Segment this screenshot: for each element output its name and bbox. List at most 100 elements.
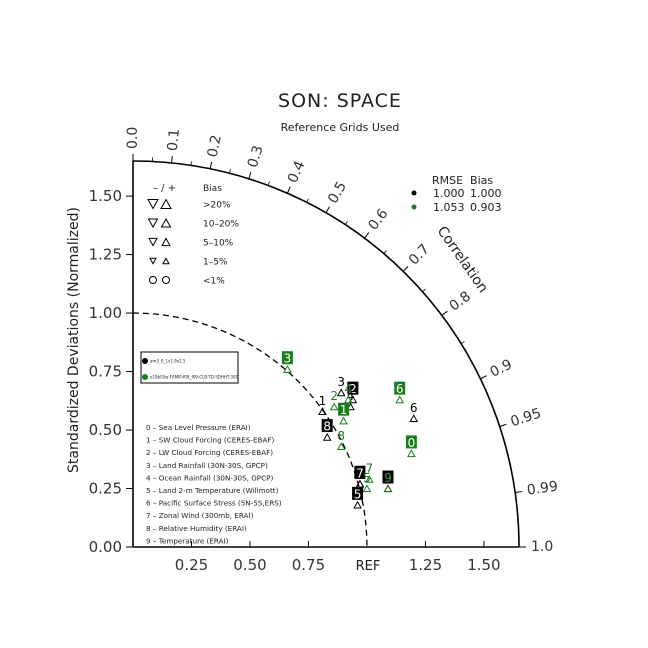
point-label: 7 (356, 466, 364, 480)
point-label-box (405, 435, 417, 449)
y-tick-label: 1.00 (89, 304, 122, 322)
bias-minus-symbol (147, 199, 159, 210)
y-tick-label: 0.00 (89, 538, 122, 556)
variable-legend-item: 3 – Land Rainfall (30N-30S, GPCP) (146, 461, 268, 470)
point-label: 2 (349, 382, 357, 396)
correlation-tick (402, 265, 409, 272)
point-label-box (338, 402, 350, 416)
bias-plus-symbol (162, 276, 170, 284)
correlation-tick-label: 0.7 (406, 241, 433, 268)
rmse-value: 1.053 (433, 201, 465, 214)
case-name: e19b05w-FAMIP-f09_f09-CLB-TD-SDHHT-300 (150, 375, 238, 380)
data-point: 7 (364, 462, 374, 483)
chart-subtitle: Reference Grids Used (281, 121, 400, 134)
ref-label: REF (356, 559, 381, 574)
variable-legend-item: 5 – Land 2-m Temperature (Willmott) (146, 486, 279, 495)
rmse-bias-marker (411, 190, 417, 196)
point-label: 8 (323, 420, 331, 434)
variable-legend-item: 1 – SW Cloud Forcing (CERES-EBAF) (146, 436, 275, 445)
axes-layer: 0.25 0.50 0.75 1.25 1.500.000.250.500.751.00… (89, 127, 559, 574)
bias-marker (329, 402, 339, 411)
point-label: 3 (337, 375, 345, 389)
correlation-label: Correlation (434, 223, 491, 295)
bias-legend-header-bias: Bias (203, 184, 222, 194)
correlation-tick (325, 206, 330, 213)
bias-marker (362, 484, 372, 493)
point-label-box (382, 470, 394, 484)
point-label: 1 (340, 403, 348, 417)
correlation-tick-label: 1.0 (531, 539, 553, 555)
data-point: 2 (329, 389, 339, 411)
point-label: 4 (347, 389, 355, 403)
data-point: 1 (318, 394, 327, 415)
bias-marker (283, 365, 292, 373)
point-label: 5 (363, 471, 371, 485)
point-label-box (352, 486, 364, 500)
variable-legend-item: 7 – Zonal Wind (300mb, ERAI) (146, 511, 254, 520)
y-tick-label: 0.75 (89, 363, 122, 381)
correlation-tick-label: 0.3 (245, 144, 267, 170)
data-point: 1 (338, 402, 350, 425)
data-point: 5 (362, 471, 372, 493)
point-label: 7 (365, 462, 373, 476)
point-label: 6 (396, 382, 404, 396)
bias-marker (336, 442, 346, 451)
case-name: am3_0_1v1.9x2.5 (150, 359, 186, 364)
point-label: 4 (344, 382, 352, 396)
point-label-box (354, 465, 366, 479)
bias-marker (383, 484, 393, 493)
bias-marker (364, 474, 374, 483)
data-point: 8 (336, 429, 346, 451)
bias-marker (395, 395, 405, 404)
bias-legend-label: 1–5% (203, 258, 228, 268)
point-label: 9 (384, 471, 392, 485)
bias-marker (339, 416, 348, 425)
correlation-arc (132, 160, 520, 548)
correlation-tick (286, 186, 291, 194)
correlation-tick (209, 161, 213, 169)
data-point: 7 (354, 465, 366, 488)
variable-legend-item: 6 – Pacific Surface Stress (5N-5S,ERS) (146, 499, 282, 508)
x-tick-label: 1.50 (467, 556, 500, 574)
correlation-minor-tick (267, 181, 270, 186)
correlation-tick-label: 0.5 (325, 179, 350, 206)
data-point: 3 (336, 375, 346, 397)
data-point: 5 (352, 486, 364, 509)
point-label: 1 (319, 394, 327, 408)
bias-marker (343, 395, 353, 404)
variable-legend-item: 9 – Temperature (ERAI) (146, 536, 229, 545)
data-point: 6 (394, 381, 406, 404)
correlation-tick (248, 171, 252, 179)
correlation-tick (364, 232, 370, 239)
bias-legend-header-sign: – / + (153, 183, 176, 194)
correlation-tick-label: 0.6 (365, 206, 391, 233)
bias-marker (348, 395, 358, 404)
correlation-tick-label: 0.0 (125, 127, 141, 149)
x-tick-label: 0.75 (292, 556, 325, 574)
bias-marker (353, 500, 362, 509)
bias-plus-symbol (160, 217, 172, 228)
data-point: 6 (409, 401, 419, 422)
y-axis-label: Standardized Deviations (Normalized) (66, 207, 82, 473)
bias-marker (318, 407, 327, 415)
rmse-bias-marker (411, 204, 417, 210)
bias-marker (336, 388, 346, 397)
point-label: 8 (337, 429, 345, 443)
bias-legend-label: 10–20% (203, 220, 239, 230)
variable-legend-item: 2 – LW Cloud Forcing (CERES-EBAF) (146, 448, 273, 457)
correlation-minor-tick (306, 198, 309, 203)
point-label-box (281, 351, 293, 365)
correlation-minor-tick (190, 161, 192, 166)
x-tick-label: 0.25 (175, 556, 208, 574)
point-label-box (347, 381, 359, 395)
bias-plus-symbol (162, 257, 170, 265)
x-tick-label: 1.25 (409, 556, 442, 574)
variable-legend-item: 8 – Relative Humidity (ERAI) (146, 524, 247, 533)
data-point: 3 (281, 351, 293, 373)
y-tick-label: 0.25 (89, 480, 122, 498)
correlation-minor-tick (499, 424, 504, 427)
bias-plus-symbol (160, 198, 172, 209)
bias-value: 1.000 (470, 187, 502, 200)
correlation-tick (480, 375, 487, 380)
bias-marker (407, 449, 416, 458)
